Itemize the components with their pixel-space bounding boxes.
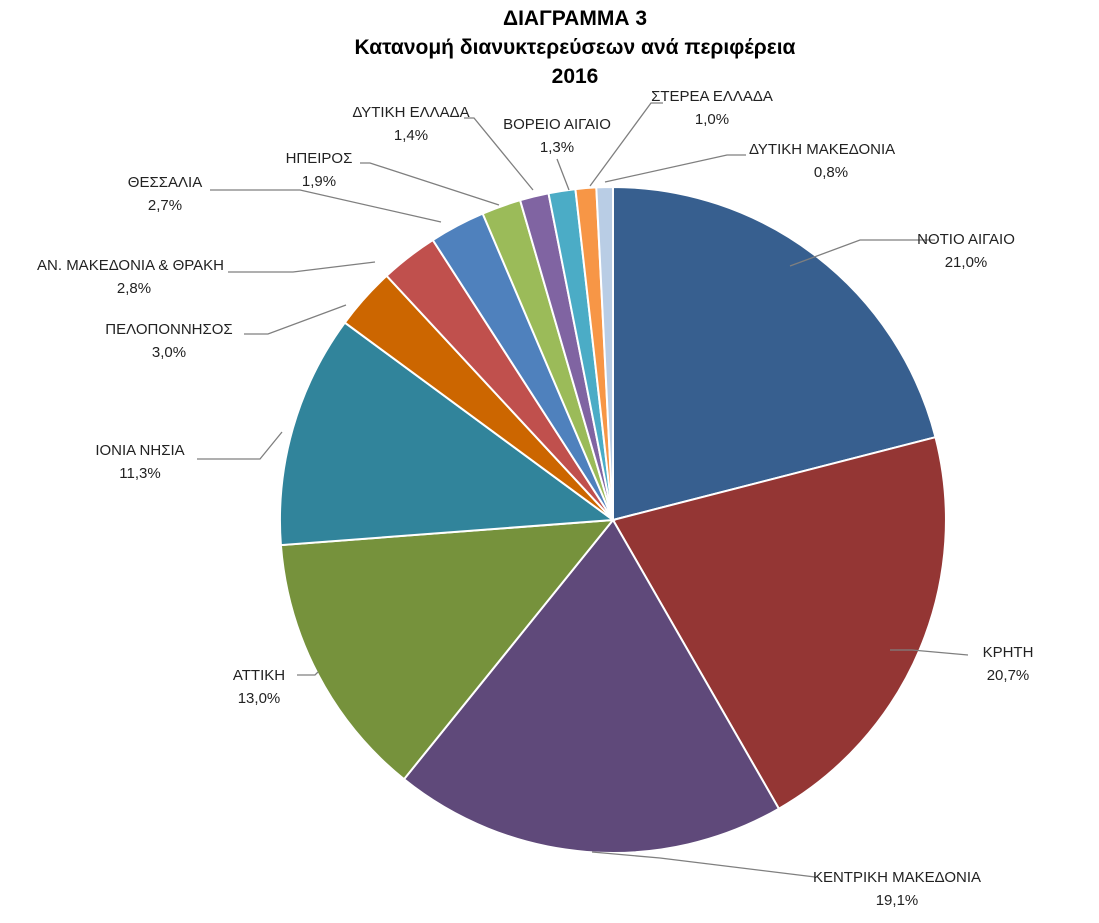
pie-slice xyxy=(278,321,616,547)
pie-slice xyxy=(611,435,947,811)
leader-line xyxy=(464,117,534,191)
slice-value-label: 2,7% xyxy=(148,197,182,214)
pie-slice xyxy=(595,185,614,521)
slice-label: ΚΕΝΤΡΙΚΗ ΜΑΚΕΔΟΝΙΑ xyxy=(813,869,981,886)
slice-value-label: 20,7% xyxy=(987,667,1030,684)
chart-title-block: ΔΙΑΓΡΑΜΜΑ 3 Κατανομή διανυκτερεύσεων ανά… xyxy=(0,4,1099,91)
pie-slice xyxy=(279,518,616,781)
leader-line xyxy=(244,304,347,335)
slice-value-label: 19,1% xyxy=(876,892,919,909)
leader-line xyxy=(197,431,283,460)
slice-labels: ΝΟΤΙΟ ΑΙΓΑΙΟ 21,0% ΚΡΗΤΗ 20,7% ΚΕΝΤΡΙΚΗ ΜΑΚΕ… xyxy=(37,88,1033,909)
leader-line xyxy=(890,649,969,656)
slice-label: ΚΡΗΤΗ xyxy=(983,644,1034,661)
slice-value-label: 21,0% xyxy=(945,254,988,271)
leader-line xyxy=(210,189,442,223)
leader-line xyxy=(589,102,663,187)
pie-slices xyxy=(278,185,947,854)
leader-line xyxy=(789,239,935,267)
slice-label: ΣΤΕΡΕΑ ΕΛΛΑΔΑ xyxy=(651,88,773,105)
slice-value-label: 1,9% xyxy=(302,173,336,190)
slice-label: ΝΟΤΙΟ ΑΙΓΑΙΟ xyxy=(917,231,1015,248)
slice-label: ΒΟΡΕΙΟ ΑΙΓΑΙΟ xyxy=(503,116,611,133)
slice-label: ΘΕΣΣΑΛΙΑ xyxy=(128,174,202,191)
slice-value-label: 2,8% xyxy=(117,280,151,297)
slice-value-label: 1,4% xyxy=(394,127,428,144)
slice-label: ΑΤΤΙΚΗ xyxy=(233,667,285,684)
slice-value-label: 11,3% xyxy=(119,465,160,482)
leader-line xyxy=(604,154,746,183)
chart-year: 2016 xyxy=(551,65,599,88)
pie-slice xyxy=(612,185,937,522)
slice-value-label: 1,0% xyxy=(695,111,729,128)
slice-label: ΔΥΤΙΚΗ ΕΛΛΑΔΑ xyxy=(352,104,469,121)
leader-line xyxy=(360,162,500,206)
leader-line xyxy=(297,671,319,676)
slice-label: ΔΥΤΙΚΗ ΜΑΚΕΔΟΝΙΑ xyxy=(749,141,895,158)
slice-value-label: 0,8% xyxy=(814,164,848,181)
slice-label: ΑΝ. ΜΑΚΕΔΟΝΙΑ & ΘΡΑΚΗ xyxy=(37,257,224,274)
leader-line xyxy=(591,851,816,878)
slice-value-label: 3,0% xyxy=(152,344,186,361)
slice-value-label: 13,0% xyxy=(238,690,281,707)
chart-subtitle: Κατανομή διανυκτερεύσεων ανά περιφέρεια xyxy=(354,36,796,59)
leader-line xyxy=(228,261,376,273)
slice-label: ΠΕΛΟΠΟΝΝΗΣΟΣ xyxy=(105,321,232,338)
chart-title: ΔΙΑΓΡΑΜΜΑ 3 xyxy=(503,7,647,30)
slice-value-label: 1,3% xyxy=(540,139,574,156)
slice-label: ΙΟΝΙΑ ΝΗΣΙΑ xyxy=(95,442,184,459)
slice-label: ΗΠΕΙΡΟΣ xyxy=(286,150,353,167)
leader-line xyxy=(556,158,570,191)
pie-slice xyxy=(402,518,781,854)
leader-lines xyxy=(197,102,969,878)
